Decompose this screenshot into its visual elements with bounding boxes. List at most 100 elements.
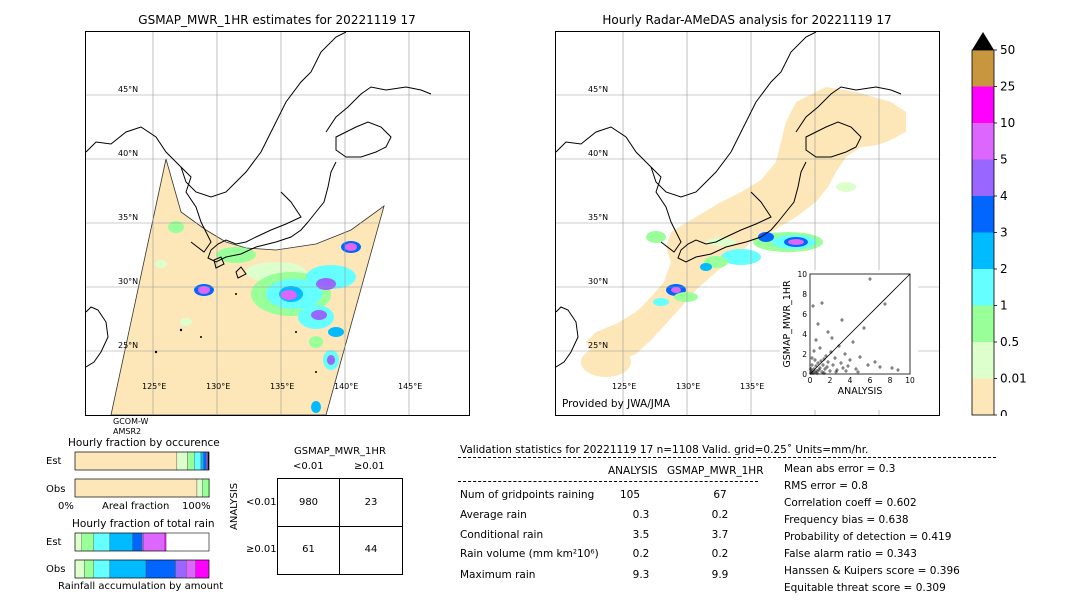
colorbar-segment <box>972 305 994 342</box>
validation-divider <box>458 457 996 458</box>
score-line: False alarm ratio = 0.343 <box>784 548 917 560</box>
scatter-point <box>840 318 844 322</box>
stat-label: Rain volume (mm km²10⁶) <box>460 548 599 560</box>
contingency-cell: 44 <box>364 544 378 555</box>
contingency-grid: 980 23 61 44 <box>277 478 403 575</box>
validation-col-analysis: ANALYSIS <box>608 465 658 477</box>
stack-segment <box>206 451 208 471</box>
score-line: Mean abs error = 0.3 <box>784 463 896 475</box>
colorbar: 50 25 10 5 4 3 2 1 0.5 0.01 0 <box>968 30 1028 422</box>
coastlines <box>86 32 432 368</box>
left-map-canvas <box>86 32 469 415</box>
scatter-point <box>823 367 827 371</box>
stack-segment <box>74 478 198 498</box>
stat-analysis: 105 <box>619 489 641 501</box>
scatter-point <box>896 368 900 372</box>
validation-table-divider <box>458 481 758 482</box>
stat-gsmap: 67 <box>713 489 727 501</box>
scatter-point <box>817 368 821 372</box>
scatter-x-tick: 2 <box>828 376 833 385</box>
stack-segment <box>200 451 204 471</box>
stack-frame <box>74 532 210 552</box>
occurrence-bars <box>74 451 210 498</box>
scatter-x-tick: 0 <box>808 376 813 385</box>
stack-segment <box>196 478 203 498</box>
stack-segment <box>143 532 165 552</box>
scatter-point <box>814 338 818 342</box>
lon-label-130: 130°E <box>676 382 701 391</box>
scatter-point <box>821 363 825 367</box>
stat-label: Conditional rain <box>460 529 544 541</box>
scatter-y-tick: 0 <box>802 370 807 379</box>
scatter-point <box>858 355 862 359</box>
lon-label-125: 125°E <box>612 382 637 391</box>
scatter-xlabel: ANALYSIS <box>838 386 883 397</box>
scatter-y-tick: 2 <box>802 350 807 359</box>
total-rain-title: Hourly fraction of total rain <box>72 518 215 530</box>
contingency-col-1: <0.01 <box>293 461 324 472</box>
scatter-point <box>834 370 838 374</box>
map-grid <box>86 32 469 415</box>
radar-coverage <box>581 87 906 377</box>
scatter-y-tick: 6 <box>802 310 807 319</box>
right-map-canvas <box>556 32 939 415</box>
colorbar-segment <box>972 232 994 269</box>
scatter-point <box>826 360 830 364</box>
occurrence-obs-label: Obs <box>46 484 66 495</box>
occurrence-title: Hourly fraction by occurence <box>68 437 220 449</box>
stack-segment <box>74 532 82 552</box>
coastlines <box>556 32 902 368</box>
stack-segment <box>93 532 111 552</box>
contingency-cell: 23 <box>364 497 378 508</box>
score-line: Equitable threat score = 0.309 <box>784 582 946 594</box>
lon-label-130: 130°E <box>206 382 231 391</box>
stack-segment <box>141 532 144 552</box>
lat-label-25: 25°N <box>588 341 609 350</box>
scatter-point <box>828 369 832 373</box>
satellite-label-1: GCOM-W <box>113 417 149 426</box>
stack-segment <box>74 559 85 579</box>
colorbar-segment <box>972 86 994 123</box>
lon-label-145: 145°E <box>398 382 423 391</box>
scatter-point <box>862 326 866 330</box>
scatter-point <box>873 360 877 364</box>
colorbar-label: 0.5 <box>1000 335 1019 349</box>
stat-gsmap: 3.7 <box>711 529 729 541</box>
colorbar-segment <box>972 342 994 379</box>
scatter-point <box>810 363 814 367</box>
total-rain-xlabel: Rainfall accumulation by amount <box>58 581 224 592</box>
stack-segment <box>145 559 176 579</box>
scatter-point <box>854 367 858 371</box>
scatter-plot: 0 2 4 6 8 10 0 2 4 6 8 10 ANALYSIS GSMAP_MWR_1HR <box>782 270 915 397</box>
scatter-point <box>812 349 816 353</box>
scatter-point <box>816 322 820 326</box>
scatter-point <box>814 364 818 368</box>
colorbar-label: 4 <box>1000 189 1008 203</box>
scatter-point <box>844 369 848 373</box>
scatter-point <box>856 370 860 374</box>
lat-label-45: 45°N <box>118 85 139 94</box>
scatter-point <box>818 366 822 370</box>
right-map-title: Hourly Radar-AMeDAS analysis for 2022111… <box>602 13 892 27</box>
colorbar-segment <box>972 123 994 160</box>
lat-label-40: 40°N <box>588 149 609 158</box>
stat-label: Num of gridpoints raining <box>460 489 595 501</box>
stack-segment <box>164 532 167 552</box>
left-map-title: GSMAP_MWR_1HR estimates for 20221119 17 <box>138 13 416 27</box>
scatter-point <box>830 336 834 340</box>
scatter-x-tick: 6 <box>868 376 873 385</box>
scatter-point <box>846 364 850 368</box>
lat-label-45: 45°N <box>588 85 609 94</box>
lon-label-140: 140°E <box>334 382 359 391</box>
scatter-point <box>843 352 847 356</box>
colorbar-canvas: 50 25 10 5 4 3 2 1 0.5 0.01 0 <box>971 32 1027 422</box>
scatter-point <box>820 301 824 305</box>
score-line: Frequency bias = 0.638 <box>784 514 909 526</box>
satellite-label-2: AMSR2 <box>113 427 142 436</box>
scatter-point <box>866 363 870 367</box>
scatter-point <box>878 365 882 369</box>
stat-analysis: 0.3 <box>632 509 650 521</box>
scatter-ylabel: GSMAP_MWR_1HR <box>782 280 793 368</box>
islands <box>154 293 317 373</box>
map-grid <box>556 32 939 415</box>
